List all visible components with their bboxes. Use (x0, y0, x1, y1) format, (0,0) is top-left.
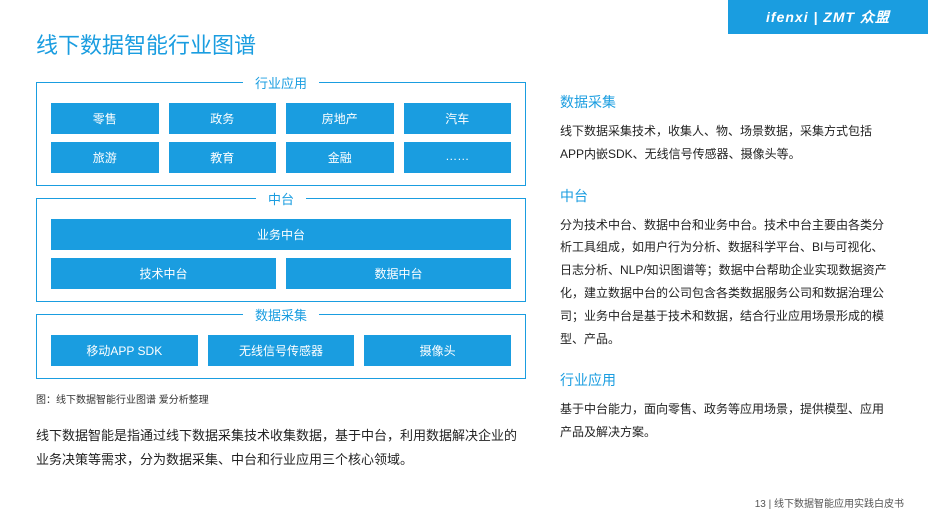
diagram-cell: 教育 (169, 142, 277, 173)
diagram-cell: 汽车 (404, 103, 512, 134)
section-title: 行业应用 (560, 370, 894, 390)
diagram-cell: 金融 (286, 142, 394, 173)
diagram-cell: 摄像头 (364, 335, 511, 366)
section-block: 行业应用基于中台能力，面向零售、政务等应用场景，提供模型、应用产品及解决方案。 (560, 370, 894, 444)
diagram-group: 行业应用零售政务房地产汽车旅游教育金融…… (36, 82, 526, 186)
diagram-row: 业务中台 (51, 219, 511, 250)
diagram-group: 数据采集移动APP SDK无线信号传感器摄像头 (36, 314, 526, 379)
section-title: 中台 (560, 186, 894, 206)
brand-bar: ifenxi | ZMT 众盟 (728, 0, 928, 34)
section-title: 数据采集 (560, 92, 894, 112)
diagram-row: 零售政务房地产汽车 (51, 103, 511, 134)
diagram-cell: 无线信号传感器 (208, 335, 355, 366)
diagram-group-label: 行业应用 (243, 73, 319, 92)
diagram-caption: 图：线下数据智能行业图谱 爱分析整理 (36, 391, 526, 406)
diagram-cell: 移动APP SDK (51, 335, 198, 366)
section-body: 线下数据采集技术，收集人、物、场景数据，采集方式包括APP内嵌SDK、无线信号传… (560, 120, 894, 166)
diagram-row: 旅游教育金融 …… (51, 142, 511, 173)
diagram-cell: 技术中台 (51, 258, 276, 289)
page-title: 线下数据智能行业图谱 (36, 28, 256, 60)
diagram-cell: 零售 (51, 103, 159, 134)
diagram-description: 线下数据智能是指通过线下数据采集技术收集数据，基于中台，利用数据解决企业的业务决… (36, 424, 526, 472)
diagram-cell: 房地产 (286, 103, 394, 134)
section-block: 中台分为技术中台、数据中台和业务中台。技术中台主要由各类分析工具组成，如用户行为… (560, 186, 894, 351)
diagram-group-label: 中台 (256, 189, 306, 208)
diagram-cell: 业务中台 (51, 219, 511, 250)
diagram-cell: 政务 (169, 103, 277, 134)
right-column: 数据采集线下数据采集技术，收集人、物、场景数据，采集方式包括APP内嵌SDK、无… (560, 92, 894, 464)
section-body: 基于中台能力，面向零售、政务等应用场景，提供模型、应用产品及解决方案。 (560, 398, 894, 444)
diagram-cell: 旅游 (51, 142, 159, 173)
diagram-row: 移动APP SDK 无线信号传感器摄像头 (51, 335, 511, 366)
section-body: 分为技术中台、数据中台和业务中台。技术中台主要由各类分析工具组成，如用户行为分析… (560, 214, 894, 351)
diagram-row: 技术中台数据中台 (51, 258, 511, 289)
diagram-cell: 数据中台 (286, 258, 511, 289)
diagram-cell: …… (404, 142, 512, 173)
sections-container: 数据采集线下数据采集技术，收集人、物、场景数据，采集方式包括APP内嵌SDK、无… (560, 92, 894, 444)
left-column: 行业应用零售政务房地产汽车旅游教育金融……中台业务中台技术中台数据中台数据采集移… (36, 82, 526, 472)
diagram-container: 行业应用零售政务房地产汽车旅游教育金融……中台业务中台技术中台数据中台数据采集移… (36, 82, 526, 379)
diagram-group: 中台业务中台技术中台数据中台 (36, 198, 526, 302)
brand-text: ifenxi | ZMT 众盟 (766, 7, 890, 27)
section-block: 数据采集线下数据采集技术，收集人、物、场景数据，采集方式包括APP内嵌SDK、无… (560, 92, 894, 166)
diagram-group-label: 数据采集 (243, 305, 319, 324)
page-footer: 13 | 线下数据智能应用实践白皮书 (755, 495, 904, 510)
